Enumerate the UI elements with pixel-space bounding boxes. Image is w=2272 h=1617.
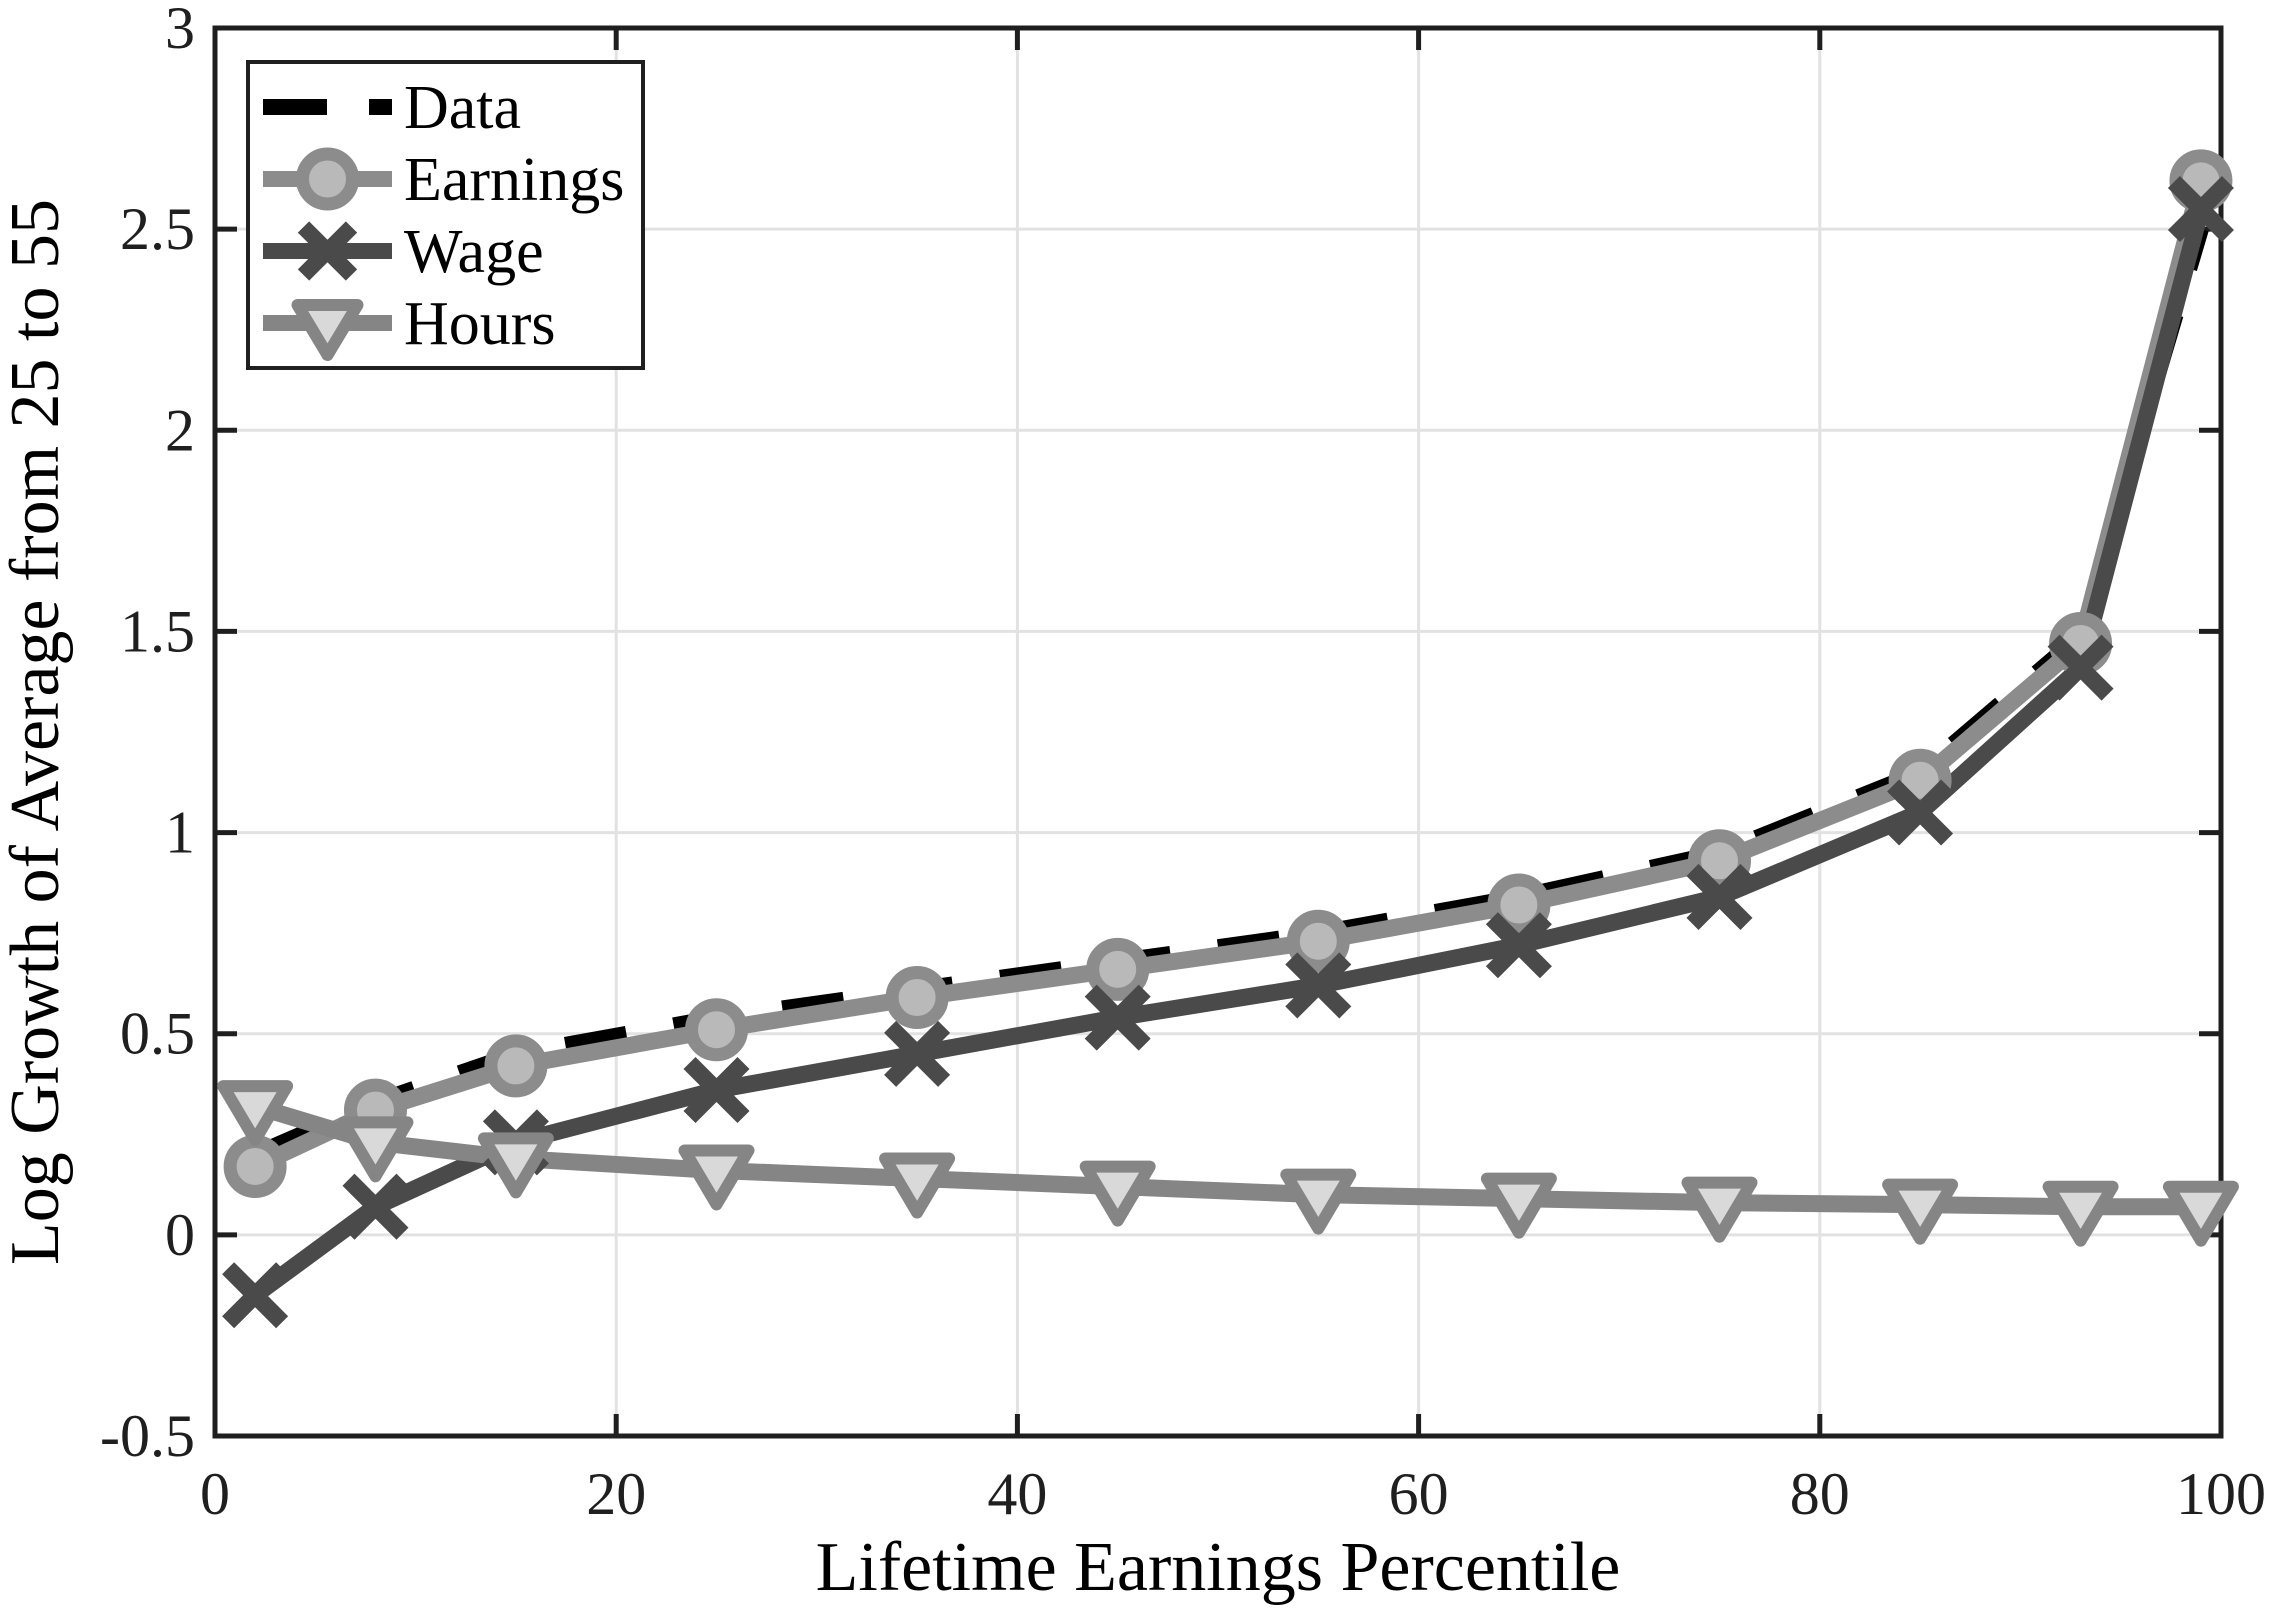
axes-frame-layer — [212, 25, 2224, 1439]
marker-circle-earnings — [1086, 937, 1150, 1001]
marker-x-wage — [222, 1262, 289, 1329]
legend-item-wage: Wage — [263, 218, 544, 286]
marker-x-wage — [342, 1173, 409, 1240]
x-tick-label: 40 — [987, 1461, 1047, 1527]
legend-item-hours: Hours — [263, 290, 556, 361]
marker-x-wage — [884, 1020, 951, 1087]
marker-triangle-hours — [1681, 1176, 1758, 1243]
plot-frame — [212, 25, 2224, 1439]
legend-item-data: Data — [263, 74, 521, 142]
marker-x-wage — [1887, 779, 1954, 846]
y-tick-label: 2.5 — [120, 196, 195, 262]
x-tick-label: 0 — [200, 1461, 230, 1527]
legend-label-hours: Hours — [404, 290, 556, 358]
marker-circle-earnings — [885, 966, 949, 1030]
marker-triangle-hours — [217, 1080, 294, 1147]
marker-triangle-hours — [477, 1132, 554, 1199]
marker-triangle-hours — [879, 1152, 956, 1219]
legend-label-wage: Wage — [404, 218, 544, 286]
marker-circle-earnings — [1487, 873, 1551, 937]
marker-triangle-hours — [1079, 1160, 1156, 1227]
marker-x-wage — [1485, 912, 1552, 979]
y-tick-label: 1.5 — [120, 598, 195, 664]
marker-triangle-hours — [1882, 1178, 1959, 1245]
marker-circle-earnings — [1286, 909, 1350, 973]
legend-label-data: Data — [404, 74, 521, 142]
marker-circle-earnings — [223, 1134, 287, 1198]
y-tick-label: -0.5 — [100, 1403, 195, 1469]
marker-x-wage — [1686, 863, 1753, 930]
series-layer — [217, 149, 2239, 1329]
marker-circle-earnings — [685, 998, 748, 1062]
marker-x-wage — [2167, 176, 2234, 243]
x-axis-label: Lifetime Earnings Percentile — [816, 1529, 1621, 1606]
y-tick-label: 2 — [165, 397, 195, 463]
legend-item-earnings: Earnings — [263, 146, 624, 214]
marker-triangle-hours — [1480, 1172, 1557, 1239]
y-tick-label: 0.5 — [120, 1001, 195, 1067]
marker-x-wage — [1285, 952, 1352, 1019]
legend-sample-circle-marker — [296, 147, 359, 211]
x-tick-label: 20 — [586, 1461, 646, 1527]
x-tick-label: 60 — [1389, 1461, 1449, 1527]
x-tick-label: 100 — [2176, 1461, 2266, 1527]
legend-sample-triangle-marker — [291, 299, 364, 361]
marker-triangle-hours — [2042, 1180, 2119, 1247]
legend-sample-x-marker — [297, 221, 358, 281]
y-tick-label: 0 — [165, 1202, 195, 1268]
grid-layer — [215, 28, 2221, 1436]
marker-x-wage — [1084, 984, 1151, 1051]
marker-triangle-hours — [678, 1144, 755, 1211]
marker-x-wage — [2047, 634, 2114, 701]
marker-triangle-hours — [337, 1116, 414, 1183]
marker-triangle-hours — [2162, 1180, 2239, 1247]
legend-label-earnings: Earnings — [404, 146, 624, 214]
y-axis-label: Log Growth of Average from 25 to 55 — [0, 199, 74, 1265]
tick-label-layer: 0 20 40 60 80 100-0.500.511.522.53 — [100, 0, 2266, 1527]
x-tick-label: 80 — [1790, 1461, 1850, 1527]
y-tick-label: 1 — [165, 800, 195, 866]
y-tick-label: 3 — [165, 0, 195, 61]
marker-circle-earnings — [484, 1034, 548, 1098]
marker-triangle-hours — [1280, 1168, 1357, 1235]
marker-x-wage — [683, 1057, 750, 1124]
